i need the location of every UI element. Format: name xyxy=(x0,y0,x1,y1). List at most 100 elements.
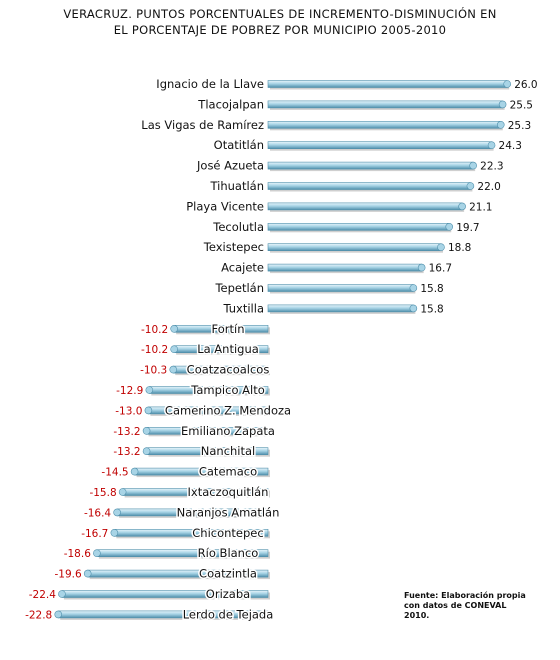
chart-title-line-2: EL PORCENTAJE DE POBREZ POR MUNICIPIO 20… xyxy=(113,23,447,37)
value-label: 18.8 xyxy=(448,242,471,254)
source-note: Fuente: Elaboración propia con datos de … xyxy=(404,591,544,621)
value-label: 22.3 xyxy=(480,161,503,173)
bar-end-cap xyxy=(130,467,139,476)
value-label: 24.3 xyxy=(499,140,522,152)
bar xyxy=(267,141,492,149)
category-label: José Azueta xyxy=(196,159,264,173)
bar xyxy=(267,263,422,272)
bar-end-cap xyxy=(469,161,477,170)
value-label: 21.1 xyxy=(469,201,492,213)
bar-end-cap xyxy=(498,100,507,109)
bar-end-cap xyxy=(54,610,63,619)
category-label: Tampico Alto xyxy=(190,383,265,397)
value-label: 22.0 xyxy=(477,181,500,193)
bar-end-cap xyxy=(458,202,466,211)
source-note-line-1: Fuente: Elaboración propia xyxy=(404,591,526,600)
value-label: -22.4 xyxy=(29,589,56,601)
value-label: -10.3 xyxy=(140,365,167,377)
value-label: 25.5 xyxy=(510,99,533,111)
bar-end-cap xyxy=(466,182,475,190)
category-label: Río Blanco xyxy=(198,546,259,560)
category-label: Tlacojalpan xyxy=(197,97,264,111)
bars-group: Ignacio de la Llave 26.0 Tlacojalpan 25.5 La… xyxy=(25,77,538,623)
bar-end-cap xyxy=(93,549,101,558)
chart-title-line-1: VERACRUZ. PUNTOS PORCENTUALES DE INCREME… xyxy=(63,7,497,21)
category-label: Fortín xyxy=(212,322,245,336)
category-label: Nanchital xyxy=(201,444,256,458)
source-note-line-2: con datos de CONEVAL xyxy=(404,601,507,610)
source-note-line-3: 2010. xyxy=(404,611,430,620)
value-label: 26.0 xyxy=(514,79,537,91)
value-label: -15.8 xyxy=(89,487,116,499)
category-label: Coatzacoalcos xyxy=(187,363,270,377)
value-label: -16.4 xyxy=(84,507,111,519)
bar xyxy=(267,80,508,88)
category-label: Coatzintla xyxy=(199,567,257,581)
category-label: Camerino Z. Mendoza xyxy=(165,403,291,417)
bar xyxy=(267,121,502,129)
value-label: -14.5 xyxy=(101,467,128,479)
category-label: Playa Vicente xyxy=(186,199,264,213)
bar-end-cap xyxy=(417,263,426,272)
category-label: Otatitlán xyxy=(214,138,264,152)
category-label: Chicontepec xyxy=(192,526,263,540)
bar xyxy=(267,202,463,211)
bar xyxy=(267,100,503,109)
bar-end-cap xyxy=(170,345,178,354)
bar-end-cap xyxy=(170,324,178,333)
category-label: Ixtaczoquitlán xyxy=(188,485,269,499)
bar xyxy=(267,284,414,292)
value-label: 15.8 xyxy=(420,283,443,295)
bar-end-cap xyxy=(118,488,127,496)
value-label: -12.9 xyxy=(116,385,143,397)
category-label: Texistepec xyxy=(203,240,264,254)
bar-end-cap xyxy=(445,223,454,231)
value-label: 16.7 xyxy=(429,263,452,275)
value-label: -13.2 xyxy=(113,446,140,458)
bar-end-cap xyxy=(58,590,66,598)
category-label: Tihuatlán xyxy=(209,179,264,193)
chart-title: VERACRUZ. PUNTOS PORCENTUALES DE INCREME… xyxy=(0,6,560,38)
bar xyxy=(267,182,471,190)
value-label: -13.2 xyxy=(113,426,140,438)
bar xyxy=(267,243,442,251)
category-label: Lerdo de Tejada xyxy=(183,607,274,621)
category-label: Catemaco xyxy=(199,465,257,479)
bar-end-cap xyxy=(110,528,119,537)
bar-end-cap xyxy=(487,141,496,149)
value-label: -16.7 xyxy=(81,528,108,540)
bar xyxy=(267,161,474,170)
bar-end-cap xyxy=(503,80,512,88)
bar-end-cap xyxy=(409,304,418,313)
category-label: Tecolutla xyxy=(212,220,264,234)
value-label: -18.6 xyxy=(64,548,91,560)
bar-end-cap xyxy=(496,121,505,129)
bar-end-cap xyxy=(409,284,418,292)
bar-end-cap xyxy=(142,447,151,456)
value-label: 19.7 xyxy=(456,222,479,234)
value-label: -10.2 xyxy=(141,324,168,336)
category-label: Tepetlán xyxy=(214,281,264,295)
category-label: Orizaba xyxy=(206,587,250,601)
value-label: -22.8 xyxy=(25,609,52,621)
bar xyxy=(267,304,414,313)
category-label: Emiliano Zapata xyxy=(181,424,275,438)
bar-end-cap xyxy=(113,508,121,517)
value-label: -19.6 xyxy=(55,569,82,581)
bar-end-cap xyxy=(142,426,151,435)
bar-end-cap xyxy=(83,569,92,578)
value-label: -10.2 xyxy=(141,344,168,356)
category-label: Tuxtilla xyxy=(222,301,264,315)
bar-end-cap xyxy=(169,365,178,374)
category-label: Las Vigas de Ramírez xyxy=(141,118,264,132)
category-label: Acajete xyxy=(221,261,264,275)
bar-end-cap xyxy=(144,406,153,415)
bar-end-cap xyxy=(145,386,154,394)
category-label: Naranjos Amatlán xyxy=(177,505,280,519)
value-label: -13.0 xyxy=(115,405,142,417)
category-label: La Antigua xyxy=(197,342,259,356)
category-label: Ignacio de la Llave xyxy=(156,77,264,91)
bar-end-cap xyxy=(437,243,445,251)
bar xyxy=(267,223,450,231)
